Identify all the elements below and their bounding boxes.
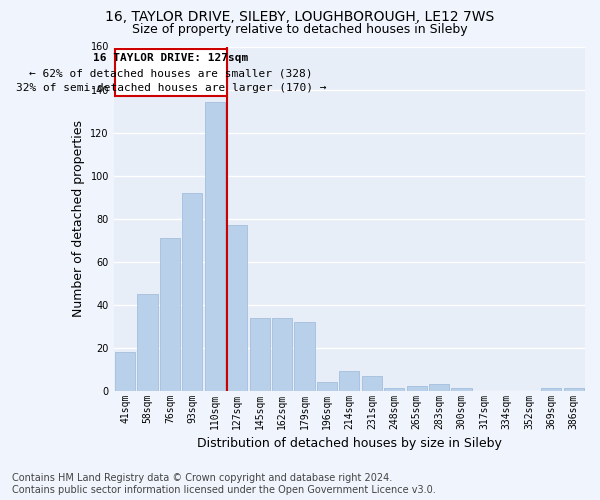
Text: 32% of semi-detached houses are larger (170) →: 32% of semi-detached houses are larger (… xyxy=(16,83,326,93)
Bar xyxy=(317,382,337,390)
Bar xyxy=(384,388,404,390)
Bar xyxy=(160,238,180,390)
Text: ← 62% of detached houses are smaller (328): ← 62% of detached houses are smaller (32… xyxy=(29,68,313,78)
Bar xyxy=(227,225,247,390)
Bar xyxy=(272,318,292,390)
Bar xyxy=(362,376,382,390)
Bar xyxy=(137,294,158,390)
Bar xyxy=(451,388,472,390)
Bar xyxy=(182,193,202,390)
Y-axis label: Number of detached properties: Number of detached properties xyxy=(72,120,85,317)
FancyBboxPatch shape xyxy=(115,48,227,96)
Bar xyxy=(541,388,562,390)
Bar xyxy=(205,102,225,391)
Bar xyxy=(295,322,314,390)
Bar xyxy=(563,388,584,390)
Text: 16, TAYLOR DRIVE, SILEBY, LOUGHBOROUGH, LE12 7WS: 16, TAYLOR DRIVE, SILEBY, LOUGHBOROUGH, … xyxy=(106,10,494,24)
Bar xyxy=(250,318,270,390)
Bar xyxy=(115,352,135,391)
Text: Size of property relative to detached houses in Sileby: Size of property relative to detached ho… xyxy=(132,22,468,36)
Bar xyxy=(339,372,359,390)
Bar xyxy=(407,386,427,390)
Bar xyxy=(429,384,449,390)
Text: 16 TAYLOR DRIVE: 127sqm: 16 TAYLOR DRIVE: 127sqm xyxy=(94,53,248,63)
X-axis label: Distribution of detached houses by size in Sileby: Distribution of detached houses by size … xyxy=(197,437,502,450)
Text: Contains HM Land Registry data © Crown copyright and database right 2024.
Contai: Contains HM Land Registry data © Crown c… xyxy=(12,474,436,495)
